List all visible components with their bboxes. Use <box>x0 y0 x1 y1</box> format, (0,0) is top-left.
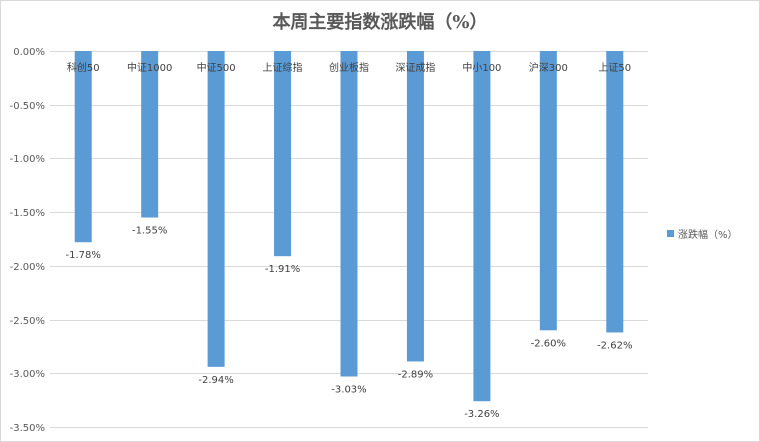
y-tick-label: -1.50% <box>10 208 45 219</box>
data-label: -1.78% <box>66 250 101 261</box>
y-tick-label: 0.00% <box>13 47 45 58</box>
y-tick-label: -3.00% <box>10 369 45 380</box>
data-label: -2.94% <box>198 375 233 386</box>
category-label: 科创50 <box>67 61 100 74</box>
bar <box>340 51 358 377</box>
category-label: 创业板指 <box>329 61 369 74</box>
y-tick-label: -2.50% <box>10 316 45 327</box>
category-label: 深证成指 <box>395 61 435 74</box>
bar <box>74 51 92 243</box>
bar <box>539 51 557 331</box>
labels: 0.00% -0.50% -1.00% -1.50% -2.00% -2.50% -3.00… <box>10 47 633 434</box>
bar <box>473 51 491 402</box>
data-label: -2.60% <box>531 338 566 349</box>
bar <box>207 51 225 367</box>
y-tick-label: -1.00% <box>10 154 45 165</box>
bars <box>74 51 624 402</box>
legend: 涨跌幅（%） <box>667 226 738 241</box>
legend-swatch <box>667 230 674 237</box>
data-label: -1.55% <box>132 226 167 237</box>
category-label: 中证1000 <box>127 61 172 74</box>
legend-label: 涨跌幅（%） <box>678 230 738 241</box>
category-label: 上证综指 <box>263 61 303 74</box>
category-label: 中证500 <box>197 61 236 74</box>
category-label: 上证50 <box>598 62 631 74</box>
data-label: -2.89% <box>398 369 433 380</box>
chart-title: 本周主要指数涨跌幅（%） <box>272 12 488 33</box>
bar <box>274 51 292 257</box>
bar <box>606 51 624 333</box>
bar <box>141 51 159 218</box>
data-label: -3.26% <box>464 409 499 420</box>
category-label: 沪深300 <box>529 61 568 74</box>
y-tick-label: -0.50% <box>10 101 45 112</box>
category-label: 中小100 <box>462 61 501 74</box>
y-tick-label: -3.50% <box>10 423 45 434</box>
bar <box>406 51 424 362</box>
data-label: -1.91% <box>265 264 300 275</box>
data-label: -3.03% <box>331 385 366 396</box>
data-label: -2.62% <box>597 340 632 351</box>
y-tick-label: -2.00% <box>10 262 45 273</box>
